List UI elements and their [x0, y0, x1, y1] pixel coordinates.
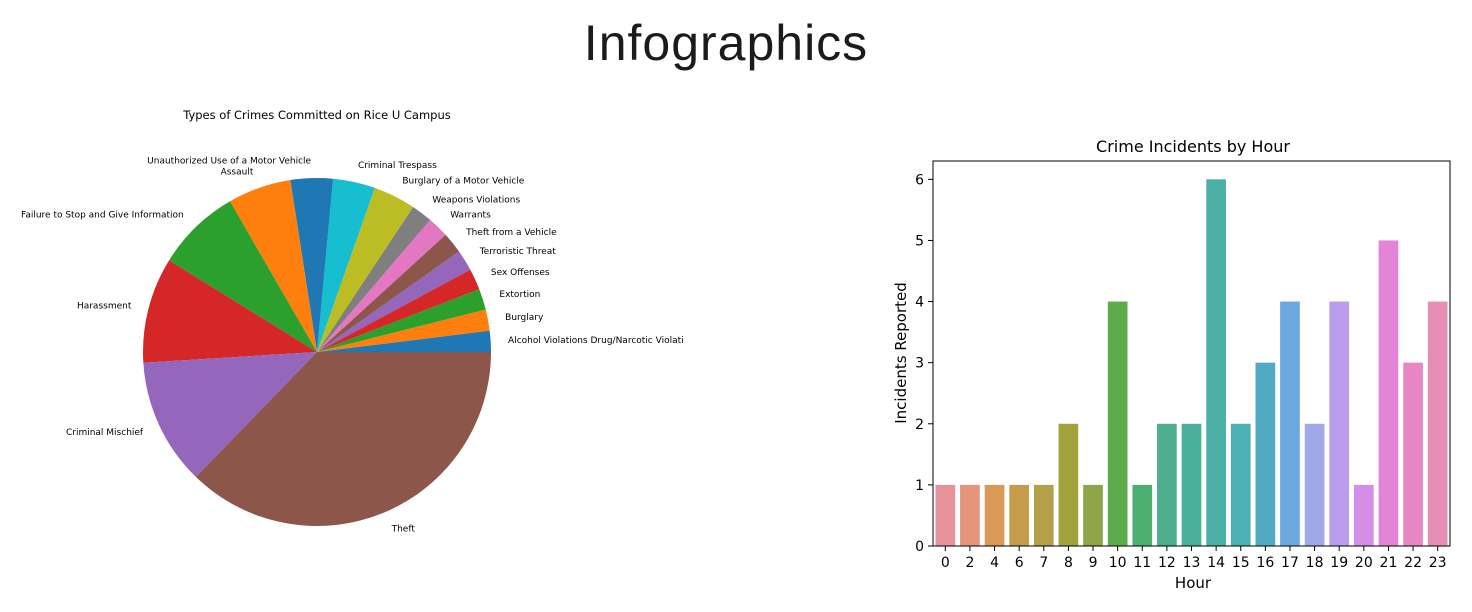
bar-hour-4: [984, 484, 1005, 546]
pie-label-assault: Assault: [221, 167, 254, 177]
y-tick-label: 6: [915, 172, 924, 188]
pie-slice-theft-from-a-vehicle: [317, 234, 460, 352]
x-tick-label: 16: [1256, 555, 1274, 571]
pie-slice-alcohol-violations-drug-narcotic-violati: [317, 330, 491, 352]
pie-slice-unauthorized-use-of-a-motor-vehicle: [290, 178, 334, 352]
bar-hour-6: [1009, 484, 1030, 546]
pie-slice-sex-offenses: [317, 269, 480, 352]
bar-hour-13: [1181, 423, 1202, 546]
x-tick-label: 11: [1133, 555, 1151, 571]
pie-label-burglary-of-a-motor-vehicle: Burglary of a Motor Vehicle: [402, 177, 524, 187]
bar-hour-20: [1353, 484, 1374, 546]
bar-hour-19: [1329, 301, 1350, 546]
pie-label-unauthorized-use-of-a-motor-vehicle: Unauthorized Use of a Motor Vehicle: [147, 157, 311, 167]
y-tick-label: 4: [915, 295, 924, 311]
y-tick-label: 5: [915, 233, 924, 249]
y-axis-label: Incidents Reported: [892, 282, 910, 424]
x-axis-label: Hour: [1175, 574, 1212, 592]
bar-hour-2: [960, 484, 980, 546]
pie-label-theft: Theft: [391, 524, 416, 534]
bar-hour-12: [1157, 423, 1177, 546]
pie-chart-title: Types of Crimes Committed on Rice U Camp…: [182, 108, 451, 122]
pie-label-weapons-violations: Weapons Violations: [432, 195, 520, 205]
bar-hour-15: [1230, 423, 1251, 546]
crime-types-pie-chart: Types of Crimes Committed on Rice U Camp…: [21, 108, 684, 534]
bar-hour-17: [1280, 301, 1300, 546]
pie-slice-warrants: [317, 219, 446, 352]
pie-slice-assault: [230, 180, 317, 352]
pie-label-alcohol-violations-drug-narcotic-violati: Alcohol Violations Drug/Narcotic Violati: [508, 336, 684, 346]
pie-label-criminal-mischief: Criminal Mischief: [66, 428, 144, 438]
pie-label-theft-from-a-vehicle: Theft from a Vehicle: [465, 228, 557, 238]
pie-slice-failure-to-stop-and-give-information: [169, 201, 317, 352]
pie-slice-extortion: [317, 289, 486, 352]
x-tick-label: 9: [1089, 555, 1098, 571]
bar-hour-16: [1255, 362, 1276, 546]
bar-hour-18: [1304, 423, 1325, 546]
bar-hour-11: [1132, 484, 1153, 546]
pie-slice-theft: [195, 352, 492, 526]
y-tick-label: 0: [915, 539, 924, 555]
pie-slice-terroristic-threat: [317, 251, 471, 352]
x-tick-label: 7: [1039, 555, 1048, 571]
y-tick-label: 3: [915, 356, 924, 372]
bar-hour-21: [1378, 240, 1399, 546]
x-tick-label: 15: [1232, 555, 1250, 571]
pie-slice-criminal-mischief: [143, 352, 317, 477]
bar-hour-8: [1058, 423, 1079, 546]
bar-hour-0: [935, 484, 956, 546]
x-tick-label: 14: [1207, 555, 1225, 571]
pie-label-burglary: Burglary: [505, 313, 544, 323]
x-tick-label: 6: [1015, 555, 1024, 571]
bar-hour-23: [1427, 301, 1448, 546]
bar-hour-22: [1403, 362, 1423, 546]
x-tick-label: 0: [941, 555, 950, 571]
bar-hour-14: [1206, 179, 1226, 547]
x-tick-label: 8: [1064, 555, 1073, 571]
x-tick-label: 22: [1404, 555, 1422, 571]
x-tick-label: 10: [1109, 555, 1127, 571]
y-tick-label: 1: [915, 478, 924, 494]
page-title: Infographics: [583, 15, 869, 71]
x-tick-label: 12: [1158, 555, 1176, 571]
x-tick-label: 21: [1380, 555, 1398, 571]
pie-label-failure-to-stop-and-give-information: Failure to Stop and Give Information: [21, 211, 184, 221]
pie-label-warrants: Warrants: [450, 211, 491, 221]
x-tick-label: 17: [1281, 555, 1299, 571]
x-tick-label: 19: [1330, 555, 1348, 571]
x-tick-label: 4: [990, 555, 999, 571]
y-tick-label: 2: [915, 417, 924, 433]
x-tick-label: 20: [1355, 555, 1373, 571]
pie-label-extortion: Extortion: [499, 290, 540, 300]
x-tick-label: 2: [965, 555, 974, 571]
pie-label-terroristic-threat: Terroristic Threat: [479, 247, 557, 257]
bar-hour-7: [1033, 484, 1054, 546]
bar-chart-title: Crime Incidents by Hour: [1096, 137, 1290, 156]
pie-slice-burglary: [317, 309, 490, 352]
pie-slice-burglary-of-a-motor-vehicle: [317, 187, 414, 352]
pie-slice-harassment: [143, 260, 317, 363]
pie-slice-weapons-violations: [317, 206, 431, 352]
bar-hour-10: [1107, 301, 1128, 546]
pie-slice-criminal-trespass: [317, 178, 375, 352]
pie-label-criminal-trespass: Criminal Trespass: [358, 161, 437, 171]
bar-hour-9: [1083, 484, 1103, 546]
pie-label-harassment: Harassment: [77, 301, 132, 311]
x-tick-label: 18: [1306, 555, 1324, 571]
x-tick-label: 13: [1183, 555, 1201, 571]
pie-label-sex-offenses: Sex Offenses: [491, 268, 550, 278]
x-tick-label: 23: [1429, 555, 1447, 571]
